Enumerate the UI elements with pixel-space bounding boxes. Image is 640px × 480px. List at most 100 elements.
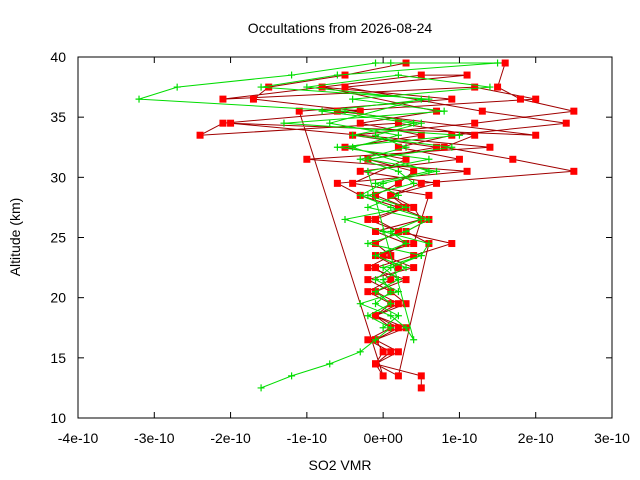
series-1-point: [394, 288, 402, 296]
chart-title: Occultations from 2026-08-24: [248, 20, 433, 36]
series-1-point: [425, 155, 433, 163]
series-0-point: [394, 119, 402, 127]
x-tick-label: -2e-10: [210, 430, 251, 446]
series-1-point: [410, 119, 418, 127]
series-1-point: [448, 143, 456, 151]
series-1-point: [364, 203, 372, 211]
series-1-point: [257, 384, 265, 392]
series-1-point: [387, 264, 395, 272]
series-1-point: [394, 191, 402, 199]
series-0-point: [509, 155, 517, 163]
series-0-point: [394, 264, 402, 272]
series-0-point: [341, 143, 349, 151]
series-1-point: [402, 240, 410, 248]
series-0-point: [394, 348, 402, 356]
series-1-point: [341, 107, 349, 115]
series-1-point: [387, 227, 395, 235]
series-1-point: [387, 288, 395, 296]
series-0-point: [318, 83, 326, 91]
series-0-point: [417, 71, 425, 79]
series-0-point: [570, 167, 578, 175]
series-0-point: [440, 143, 448, 151]
series-0-point: [341, 71, 349, 79]
series-0-point: [463, 71, 471, 79]
series-1-point: [372, 300, 380, 308]
series-0-line: [199, 62, 575, 388]
series-0-point: [448, 95, 456, 103]
series-1-point: [364, 155, 372, 163]
y-tick-label: 20: [50, 290, 66, 306]
series-1-point: [394, 276, 402, 284]
x-tick-label: 2e-10: [518, 430, 554, 446]
series-0-point: [372, 264, 380, 272]
series-0-point: [402, 155, 410, 163]
x-tick-label: 1e-10: [442, 430, 478, 446]
series-1-point: [455, 131, 463, 139]
series-0-point: [394, 372, 402, 380]
series-1-point: [402, 324, 410, 332]
series-0-point: [394, 203, 402, 211]
series-1-point: [349, 143, 357, 151]
series-1-point: [280, 119, 288, 127]
series-1-point: [394, 71, 402, 79]
series-0-point: [295, 107, 303, 115]
series-0-point: [303, 155, 311, 163]
series-1-point: [417, 119, 425, 127]
series-1-point: [402, 227, 410, 235]
series-1-point: [288, 372, 296, 380]
series-1-point: [356, 300, 364, 308]
series-0-point: [417, 131, 425, 139]
series-1-point: [379, 179, 387, 187]
series-1-point: [417, 252, 425, 260]
series-0-point: [379, 372, 387, 380]
series-1-point: [394, 167, 402, 175]
series-0-point: [471, 83, 479, 91]
x-axis-label: SO2 VMR: [308, 457, 371, 473]
series-0-point: [196, 131, 204, 139]
series-0-point: [349, 179, 357, 187]
series-0-point: [417, 384, 425, 392]
series-1-point: [387, 300, 395, 308]
y-tick-label: 35: [50, 109, 66, 125]
series-1-point: [318, 107, 326, 115]
series-0-point: [372, 215, 380, 223]
series-0-point: [333, 179, 341, 187]
series-1-point: [257, 83, 265, 91]
y-axis: 10 15 20 25 30 35 40: [50, 49, 612, 426]
series-0-point: [394, 143, 402, 151]
series-1-point: [372, 252, 380, 260]
series-0-point: [387, 348, 395, 356]
x-tick-label: -3e-10: [134, 430, 175, 446]
x-tick-label: -4e-10: [58, 430, 99, 446]
series-1-point: [387, 203, 395, 211]
series-1-point: [425, 240, 433, 248]
series-1-point: [379, 227, 387, 235]
series-1-point: [387, 312, 395, 320]
series-0-point: [341, 83, 349, 91]
series-0-point: [417, 372, 425, 380]
series-0-point: [471, 131, 479, 139]
series-1-point: [402, 203, 410, 211]
x-tick-label: 3e-10: [594, 430, 630, 446]
series-1-point: [402, 143, 410, 151]
y-tick-label: 10: [50, 410, 66, 426]
series-1-point: [372, 276, 380, 284]
series-0-point: [219, 95, 227, 103]
series-0-point: [417, 179, 425, 187]
series-1-point: [349, 131, 357, 139]
series-1-point: [440, 107, 448, 115]
x-tick-label: -1e-10: [287, 430, 328, 446]
series-1-point: [433, 167, 441, 175]
series-1-point: [326, 360, 334, 368]
series-0-point: [219, 119, 227, 127]
series-1-point: [356, 191, 364, 199]
series-0-point: [364, 336, 372, 344]
series-0-point: [356, 119, 364, 127]
series-1-point: [364, 312, 372, 320]
y-tick-label: 40: [50, 49, 66, 65]
series-0-point: [425, 191, 433, 199]
x-axis: -4e-10 -3e-10 -2e-10 -1e-10 0e+00 1e-10 2e-10 3…: [58, 57, 630, 446]
series-0-point: [227, 119, 235, 127]
series-0-point: [494, 83, 502, 91]
